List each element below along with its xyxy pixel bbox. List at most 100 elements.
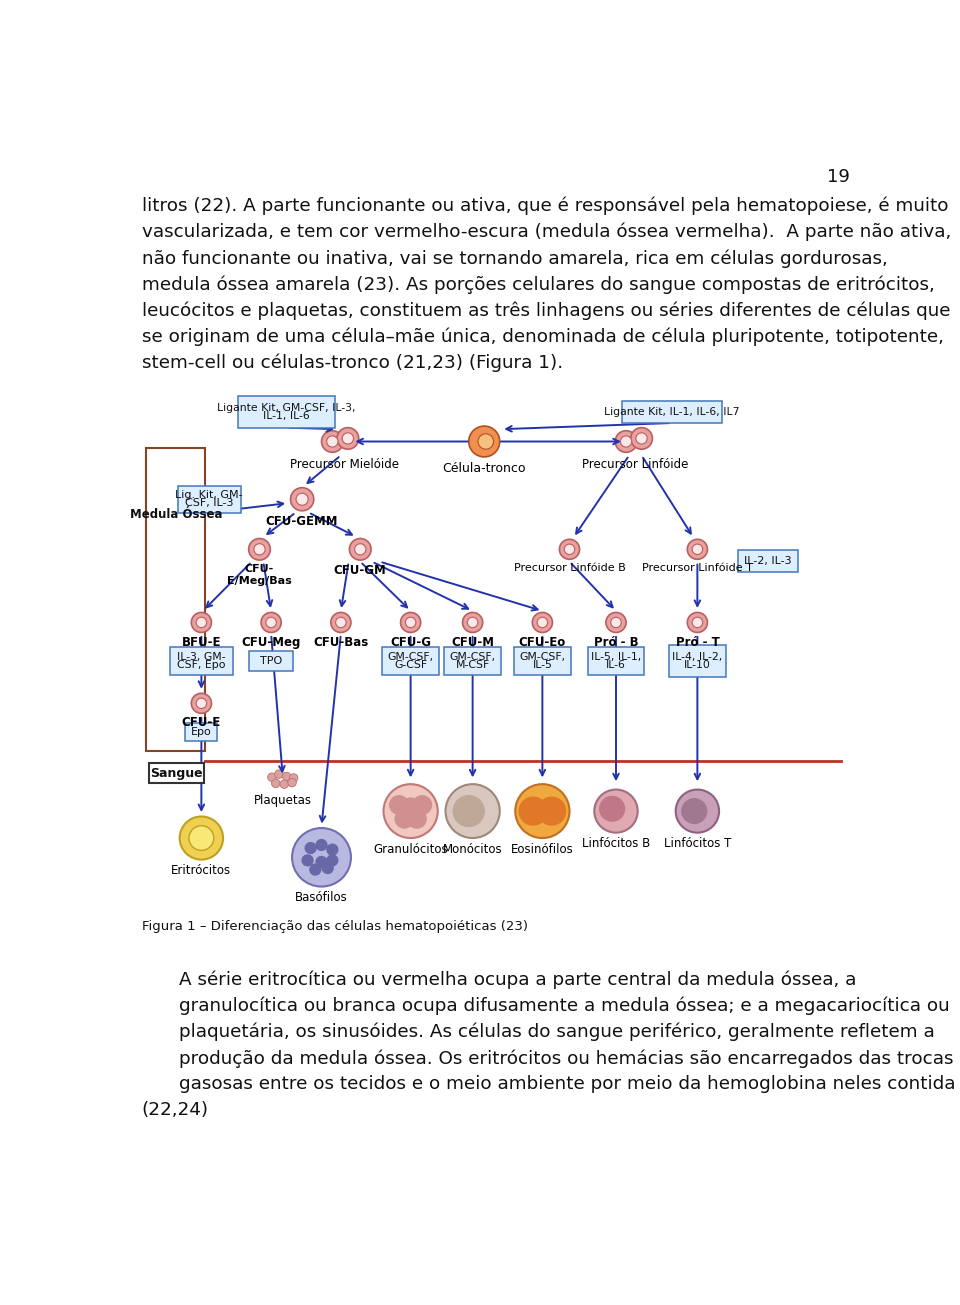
Circle shape [532,612,552,633]
Circle shape [468,427,500,457]
Text: GM-CSF,: GM-CSF, [388,652,434,662]
Circle shape [302,855,313,865]
Text: CFU-Eo: CFU-Eo [518,636,566,649]
Text: medula óssea amarela (23). As porções celulares do sangue compostas de eritrócit: medula óssea amarela (23). As porções ce… [142,275,934,294]
Text: G-CSF: G-CSF [394,660,427,669]
Text: IL-2, IL-3: IL-2, IL-3 [744,556,792,566]
FancyBboxPatch shape [738,549,798,572]
Circle shape [296,493,308,505]
Circle shape [268,773,276,782]
Circle shape [687,539,708,560]
Circle shape [676,790,719,833]
Text: gasosas entre os tecidos e o meio ambiente por meio da hemoglobina neles contida: gasosas entre os tecidos e o meio ambien… [179,1075,955,1094]
Text: IL-3, GM-: IL-3, GM- [177,652,226,662]
Circle shape [323,863,333,873]
Text: IL-5, IL-1,: IL-5, IL-1, [590,652,641,662]
Text: A série eritrocítica ou vermelha ocupa a parte central da medula óssea, a: A série eritrocítica ou vermelha ocupa a… [179,971,856,989]
Text: litros (22). A parte funcionante ou ativa, que é responsável pela hematopoiese, : litros (22). A parte funcionante ou ativ… [142,197,948,215]
Circle shape [463,612,483,633]
Text: Figura 1 – Diferenciação das células hematopoiéticas (23): Figura 1 – Diferenciação das células hem… [142,920,528,933]
Circle shape [189,826,214,851]
Text: GM-CSF,: GM-CSF, [449,652,495,662]
Text: CFU-E: CFU-E [181,716,221,729]
Circle shape [615,431,636,453]
Circle shape [692,544,703,555]
Text: Precursor Linfóide B: Precursor Linfóide B [514,564,625,573]
FancyBboxPatch shape [170,647,232,675]
Text: se originam de uma célula–mãe única, denominada de célula pluripotente, totipote: se originam de uma célula–mãe única, den… [142,328,944,346]
Text: Lig. Kit, GM-: Lig. Kit, GM- [176,491,243,500]
Circle shape [292,829,351,886]
FancyBboxPatch shape [669,645,726,677]
Text: M-CSF: M-CSF [455,660,490,669]
Text: produção da medula óssea. Os eritrócitos ou hemácias são encarregados das trocas: produção da medula óssea. Os eritrócitos… [179,1049,953,1067]
Circle shape [453,796,484,826]
Circle shape [606,612,626,633]
Circle shape [310,864,321,876]
Text: vascularizada, e tem cor vermelho-escura (medula óssea vermelha).  A parte não a: vascularizada, e tem cor vermelho-escura… [142,223,951,241]
Circle shape [692,617,703,628]
Circle shape [631,428,653,449]
Circle shape [390,796,408,814]
FancyBboxPatch shape [185,723,217,741]
Circle shape [400,612,420,633]
Circle shape [291,488,314,510]
Text: Linfócitos B: Linfócitos B [582,838,650,851]
Circle shape [538,617,547,628]
Circle shape [401,799,420,817]
Text: CFU-GEMM: CFU-GEMM [266,514,338,527]
Text: Plaquetas: Plaquetas [253,795,312,808]
Text: Granulócitos: Granulócitos [373,843,448,856]
Circle shape [687,612,708,633]
Circle shape [316,856,327,868]
Circle shape [564,544,575,555]
Circle shape [383,784,438,838]
FancyBboxPatch shape [238,397,335,428]
Circle shape [288,778,297,787]
Text: Linfócitos T: Linfócitos T [663,838,732,851]
Circle shape [682,799,707,823]
Text: TPO: TPO [260,656,282,666]
Circle shape [275,770,283,778]
Circle shape [519,797,547,825]
Circle shape [305,843,316,853]
Circle shape [354,544,366,555]
Text: 19: 19 [827,168,850,187]
FancyBboxPatch shape [382,647,439,675]
FancyBboxPatch shape [622,401,722,423]
Circle shape [349,539,372,560]
Text: CSF, Epo: CSF, Epo [178,660,226,669]
Circle shape [191,612,211,633]
FancyBboxPatch shape [250,651,293,671]
Circle shape [620,436,632,448]
Circle shape [327,855,338,865]
Circle shape [266,617,276,628]
Circle shape [560,539,580,560]
Text: CFU-GM: CFU-GM [334,564,387,577]
Text: IL-10: IL-10 [684,660,710,669]
Circle shape [322,431,344,453]
Text: BFU-E: BFU-E [181,636,221,649]
Circle shape [342,433,353,444]
Text: granulocítica ou branca ocupa difusamente a medula óssea; e a megacariocítica ou: granulocítica ou branca ocupa difusament… [179,997,949,1015]
Circle shape [408,809,426,829]
Text: Medula Óssea: Medula Óssea [130,508,222,521]
Text: Eosinófilos: Eosinófilos [511,843,574,856]
Circle shape [331,612,351,633]
Circle shape [538,797,565,825]
Circle shape [316,839,327,851]
Text: CFU-M: CFU-M [451,636,494,649]
Text: Precursor Linfóide T: Precursor Linfóide T [642,564,753,573]
Text: leucócitos e plaquetas, constituem as três linhagens ou séries diferentes de cél: leucócitos e plaquetas, constituem as tr… [142,301,950,320]
Text: Pró - B: Pró - B [593,636,638,649]
Circle shape [196,617,206,628]
Text: CFU-G: CFU-G [390,636,431,649]
Circle shape [191,693,211,714]
Circle shape [611,617,621,628]
Text: Pró - T: Pró - T [676,636,719,649]
FancyBboxPatch shape [444,647,501,675]
Circle shape [336,617,347,628]
Circle shape [413,796,432,814]
Circle shape [337,428,359,449]
Text: CFU-Bas: CFU-Bas [313,636,369,649]
